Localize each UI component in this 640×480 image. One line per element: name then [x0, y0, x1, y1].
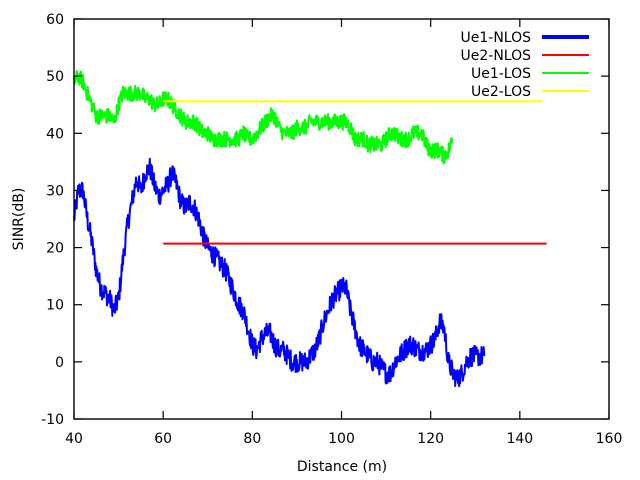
y-axis-label: SINR(dB) — [11, 188, 27, 251]
legend: Ue1-NLOS Ue2-NLOS Ue1-LOS Ue2-LOS — [461, 30, 589, 100]
plot-lines — [73, 70, 547, 388]
x-tick-label: 60 — [154, 431, 172, 447]
series-line-ue1-nlos — [73, 157, 486, 388]
legend-label-ue2-nlos: Ue2-NLOS — [461, 48, 532, 64]
y-tick-label: 10 — [46, 298, 64, 314]
x-tick-label: 80 — [243, 431, 261, 447]
x-tick-label: 120 — [417, 431, 444, 447]
y-tick-label: 20 — [46, 241, 64, 257]
series-line-ue1-los — [73, 70, 454, 165]
x-tick-label: 140 — [506, 431, 533, 447]
y-tick-label: 40 — [46, 126, 64, 142]
legend-label-ue1-los: Ue1-LOS — [471, 66, 531, 82]
axis-ticks — [73, 18, 610, 420]
x-tick-label: 100 — [328, 431, 355, 447]
x-tick-label: 160 — [596, 431, 623, 447]
x-axis-label: Distance (m) — [297, 459, 387, 475]
x-tick-label: 40 — [65, 431, 83, 447]
tick-labels: 40 60 80 100 120 140 160 -10 0 10 20 30 40 50 60 — [41, 12, 622, 447]
y-tick-label: 50 — [46, 69, 64, 85]
y-tick-label: 0 — [55, 355, 64, 371]
y-tick-label: -10 — [41, 412, 64, 428]
legend-label-ue1-nlos: Ue1-NLOS — [461, 30, 532, 46]
y-tick-label: 30 — [46, 183, 64, 199]
legend-label-ue2-los: Ue2-LOS — [471, 84, 531, 100]
y-tick-label: 60 — [46, 12, 64, 28]
